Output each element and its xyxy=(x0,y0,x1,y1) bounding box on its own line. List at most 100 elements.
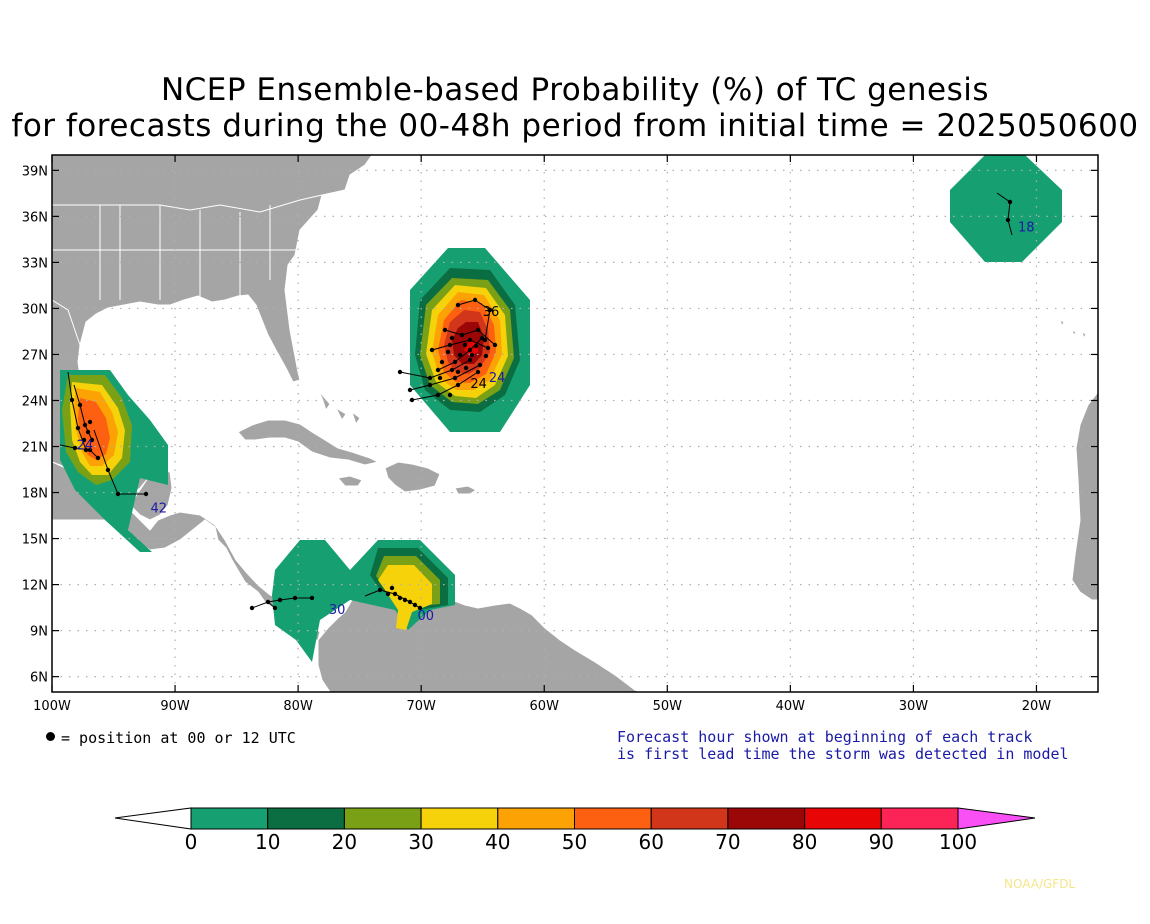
track-hour-label: 00 xyxy=(417,609,434,624)
track-dot xyxy=(309,595,315,601)
lon-label-60W: 60W xyxy=(530,699,560,714)
track-dot xyxy=(459,332,465,338)
colorbar-tick-20: 20 xyxy=(332,830,357,854)
track-dot xyxy=(87,447,93,453)
track-hour-label: 24 xyxy=(470,377,487,392)
track-dot xyxy=(469,352,475,358)
track-dot xyxy=(449,367,455,373)
forecast-hour-note-line-2: is first lead time the storm was detecte… xyxy=(617,745,1069,763)
track-dot xyxy=(392,591,398,597)
track-dot xyxy=(402,597,408,603)
track-dot xyxy=(1005,217,1011,223)
land-cuba xyxy=(237,419,380,466)
lat-label-12N: 12N xyxy=(22,579,48,594)
position-dot-label: = position at 00 or 12 UTC xyxy=(61,729,296,747)
track-gulf-3 xyxy=(93,429,146,495)
colorbar-tick-80: 80 xyxy=(792,830,817,854)
lat-label-33N: 33N xyxy=(22,256,48,271)
track-dot xyxy=(475,327,481,333)
track-dot xyxy=(272,605,278,611)
track-atlantic-5 xyxy=(431,339,489,351)
track-dot xyxy=(492,342,498,348)
track-atlantic-4 xyxy=(409,364,481,391)
track-dot xyxy=(479,335,485,341)
track-dot xyxy=(427,382,433,388)
track-dot xyxy=(81,437,87,443)
genesis-area-atlantic xyxy=(410,248,530,432)
genesis-area-caribbean xyxy=(272,540,455,662)
track-dot xyxy=(463,365,469,371)
lon-label-40W: 40W xyxy=(776,699,806,714)
colorbar-tick-10: 10 xyxy=(255,830,280,854)
track-dot xyxy=(85,429,91,435)
track-dot xyxy=(462,342,468,348)
colorbar-tick-70: 70 xyxy=(715,830,740,854)
forecast-hour-note-line-1: Forecast hour shown at beginning of each… xyxy=(617,728,1033,746)
lon-label-90W: 90W xyxy=(160,699,190,714)
track-hour-label: 42 xyxy=(150,501,167,516)
track-dot xyxy=(473,343,479,349)
track-northeast xyxy=(996,192,1013,236)
lon-label-80W: 80W xyxy=(283,699,313,714)
colorbar-bin-40-50 xyxy=(497,807,575,830)
track-dot xyxy=(457,352,463,358)
lat-label-18N: 18N xyxy=(22,487,48,502)
track-dot xyxy=(467,357,473,363)
track-dot xyxy=(83,447,89,453)
track-dot xyxy=(105,467,111,473)
lat-label-24N: 24N xyxy=(22,394,48,409)
colorbar-tick-100: 100 xyxy=(939,830,977,854)
lat-label-6N: 6N xyxy=(30,671,48,686)
track-dot xyxy=(445,349,451,355)
track-dot xyxy=(115,491,121,497)
track-hour-label: 24 xyxy=(489,371,506,386)
track-dot xyxy=(407,387,413,393)
track-dot xyxy=(69,397,75,403)
political-borders xyxy=(52,194,323,346)
lat-label-30N: 30N xyxy=(22,302,48,317)
track-dot xyxy=(452,359,458,365)
border-states-b xyxy=(52,205,300,300)
track-dot xyxy=(265,599,271,605)
track-hour-label: 30 xyxy=(329,603,346,618)
latitude-labels: 39N 36N 33N 30N 27N 24N 21N 18N 15N 12N 9N 6N xyxy=(22,164,48,685)
track-dot xyxy=(417,605,423,611)
track-dot xyxy=(452,375,458,381)
track-position-dots xyxy=(69,199,1013,611)
colorbar-bin-70-80 xyxy=(727,807,806,830)
track-dot xyxy=(455,302,461,308)
track-dot xyxy=(487,307,493,313)
land-jamaica xyxy=(337,475,363,487)
track-dot xyxy=(1007,199,1013,205)
track-dot xyxy=(472,297,478,303)
credit-label: NOAA/GFDL xyxy=(1004,877,1076,891)
track-dot xyxy=(75,425,81,431)
track-dot xyxy=(143,491,149,497)
track-dot xyxy=(439,359,445,365)
colorbar-bin-20-30 xyxy=(343,807,422,830)
track-dot xyxy=(82,422,88,428)
lat-label-39N: 39N xyxy=(22,164,48,179)
colorbar-bin-30-40 xyxy=(420,807,499,830)
track-dot xyxy=(409,397,415,403)
lat-label-21N: 21N xyxy=(22,441,48,456)
land-bahamas xyxy=(317,389,361,426)
colorbar-tick-30: 30 xyxy=(408,830,433,854)
track-dot xyxy=(449,335,455,341)
border-states-a xyxy=(119,205,271,300)
lat-label-9N: 9N xyxy=(30,625,48,640)
track-dot xyxy=(87,419,93,425)
colorbar-bin-50-60 xyxy=(574,807,652,830)
land-hispaniola xyxy=(384,461,441,493)
track-dot xyxy=(437,375,443,381)
chart-title-line-1: NCEP Ensemble-based Probability (%) of T… xyxy=(160,72,990,108)
track-dot xyxy=(397,369,403,375)
track-dot xyxy=(429,347,435,353)
lon-label-30W: 30W xyxy=(899,699,929,714)
track-gulf-2 xyxy=(59,444,99,459)
lon-label-20W: 20W xyxy=(1022,699,1052,714)
colorbar-tick-50: 50 xyxy=(562,830,587,854)
